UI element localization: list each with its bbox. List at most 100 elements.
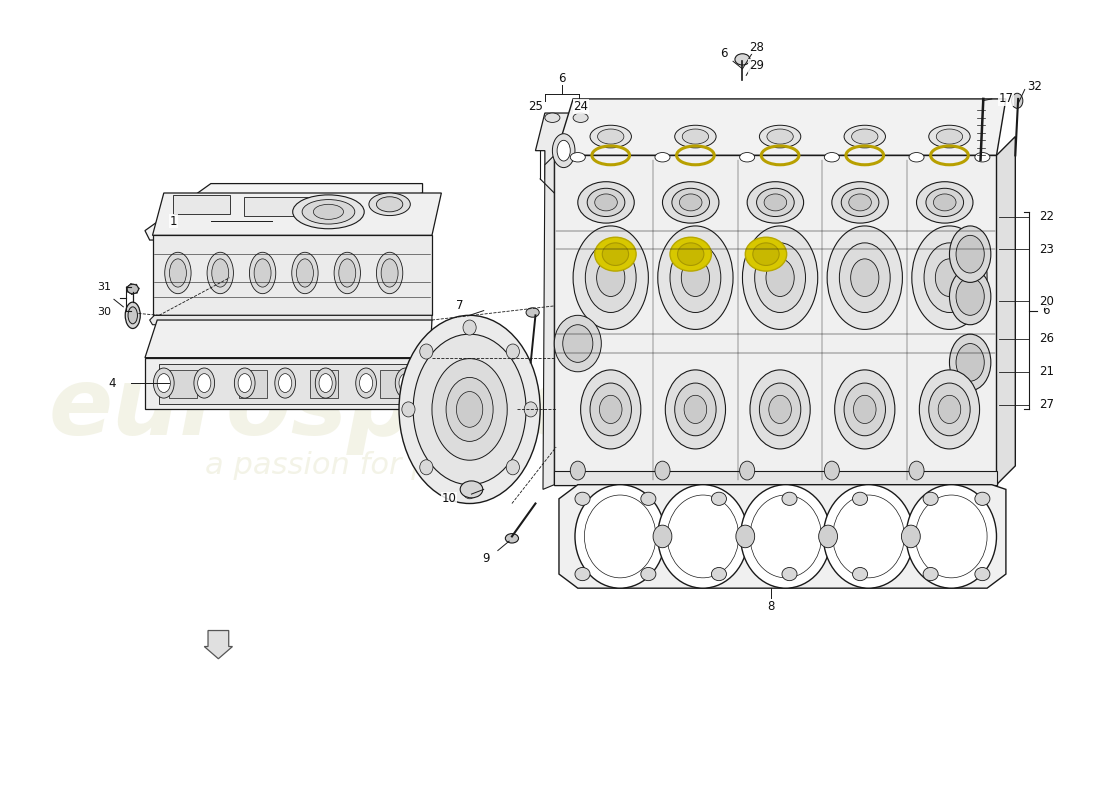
Ellipse shape xyxy=(975,567,990,581)
Ellipse shape xyxy=(902,525,921,548)
Ellipse shape xyxy=(750,370,811,449)
Ellipse shape xyxy=(506,344,519,359)
Ellipse shape xyxy=(212,259,229,287)
Ellipse shape xyxy=(432,358,507,460)
Ellipse shape xyxy=(757,188,794,217)
Polygon shape xyxy=(309,370,338,398)
Ellipse shape xyxy=(766,259,794,297)
Ellipse shape xyxy=(447,378,493,442)
Ellipse shape xyxy=(595,194,617,211)
Ellipse shape xyxy=(844,126,886,148)
Ellipse shape xyxy=(165,252,191,294)
Ellipse shape xyxy=(278,374,292,393)
Ellipse shape xyxy=(956,278,984,315)
Ellipse shape xyxy=(746,238,786,271)
Ellipse shape xyxy=(735,54,750,65)
Ellipse shape xyxy=(460,481,483,498)
Ellipse shape xyxy=(924,243,975,313)
Text: 8: 8 xyxy=(767,601,774,614)
Ellipse shape xyxy=(314,204,343,219)
Ellipse shape xyxy=(909,461,924,480)
Ellipse shape xyxy=(849,194,871,211)
Ellipse shape xyxy=(319,374,332,393)
Ellipse shape xyxy=(747,182,804,223)
Polygon shape xyxy=(997,137,1015,485)
Text: 31: 31 xyxy=(98,282,111,292)
Ellipse shape xyxy=(368,193,410,215)
Ellipse shape xyxy=(670,238,712,271)
Ellipse shape xyxy=(198,374,211,393)
Ellipse shape xyxy=(600,395,621,423)
Polygon shape xyxy=(160,364,418,404)
Ellipse shape xyxy=(557,140,570,161)
Text: 23: 23 xyxy=(1038,243,1054,256)
Ellipse shape xyxy=(525,402,537,417)
Text: 21: 21 xyxy=(1038,366,1054,378)
Ellipse shape xyxy=(684,395,706,423)
Ellipse shape xyxy=(842,188,879,217)
Ellipse shape xyxy=(923,492,938,506)
Ellipse shape xyxy=(712,567,726,581)
Polygon shape xyxy=(153,193,441,235)
Ellipse shape xyxy=(835,370,895,449)
Text: a passion for parts: a passion for parts xyxy=(205,451,490,480)
Ellipse shape xyxy=(575,485,666,588)
Ellipse shape xyxy=(680,194,702,211)
Ellipse shape xyxy=(207,252,233,294)
Ellipse shape xyxy=(956,235,984,273)
Ellipse shape xyxy=(782,567,797,581)
Ellipse shape xyxy=(764,194,786,211)
Ellipse shape xyxy=(658,485,748,588)
Text: 29: 29 xyxy=(749,59,764,73)
Ellipse shape xyxy=(824,461,839,480)
Ellipse shape xyxy=(934,194,956,211)
Ellipse shape xyxy=(399,315,540,503)
Polygon shape xyxy=(168,370,197,398)
Ellipse shape xyxy=(575,567,590,581)
Ellipse shape xyxy=(824,485,914,588)
Ellipse shape xyxy=(596,259,625,297)
Ellipse shape xyxy=(587,188,625,217)
Ellipse shape xyxy=(752,243,779,266)
Text: 1: 1 xyxy=(169,214,177,228)
Text: 17: 17 xyxy=(999,93,1013,106)
Text: 20: 20 xyxy=(1038,294,1054,308)
Text: 24: 24 xyxy=(573,100,588,113)
Text: 6: 6 xyxy=(558,72,565,85)
Ellipse shape xyxy=(575,492,590,506)
Ellipse shape xyxy=(157,374,170,393)
Ellipse shape xyxy=(839,243,890,313)
Ellipse shape xyxy=(581,370,641,449)
Polygon shape xyxy=(145,183,422,240)
Ellipse shape xyxy=(928,126,970,148)
Ellipse shape xyxy=(759,126,801,148)
Text: spares: spares xyxy=(640,432,901,499)
Ellipse shape xyxy=(739,153,755,162)
Ellipse shape xyxy=(736,525,755,548)
Text: eurospares: eurospares xyxy=(48,363,646,455)
Ellipse shape xyxy=(463,484,476,498)
Ellipse shape xyxy=(169,259,186,287)
Ellipse shape xyxy=(360,374,373,393)
Ellipse shape xyxy=(234,368,255,398)
Ellipse shape xyxy=(975,492,990,506)
Polygon shape xyxy=(543,155,554,490)
Ellipse shape xyxy=(742,226,817,330)
Ellipse shape xyxy=(376,252,403,294)
Polygon shape xyxy=(150,315,432,325)
Polygon shape xyxy=(554,155,997,485)
Ellipse shape xyxy=(674,383,716,436)
Ellipse shape xyxy=(334,252,361,294)
Text: 6: 6 xyxy=(719,47,727,60)
Ellipse shape xyxy=(926,188,964,217)
Polygon shape xyxy=(554,99,1005,160)
Text: 32: 32 xyxy=(1026,80,1042,93)
Ellipse shape xyxy=(767,129,793,144)
Polygon shape xyxy=(554,470,997,485)
Ellipse shape xyxy=(956,343,984,381)
Text: 4: 4 xyxy=(108,377,115,390)
Ellipse shape xyxy=(641,567,656,581)
Ellipse shape xyxy=(395,368,416,398)
Polygon shape xyxy=(153,235,432,315)
Ellipse shape xyxy=(506,460,519,475)
